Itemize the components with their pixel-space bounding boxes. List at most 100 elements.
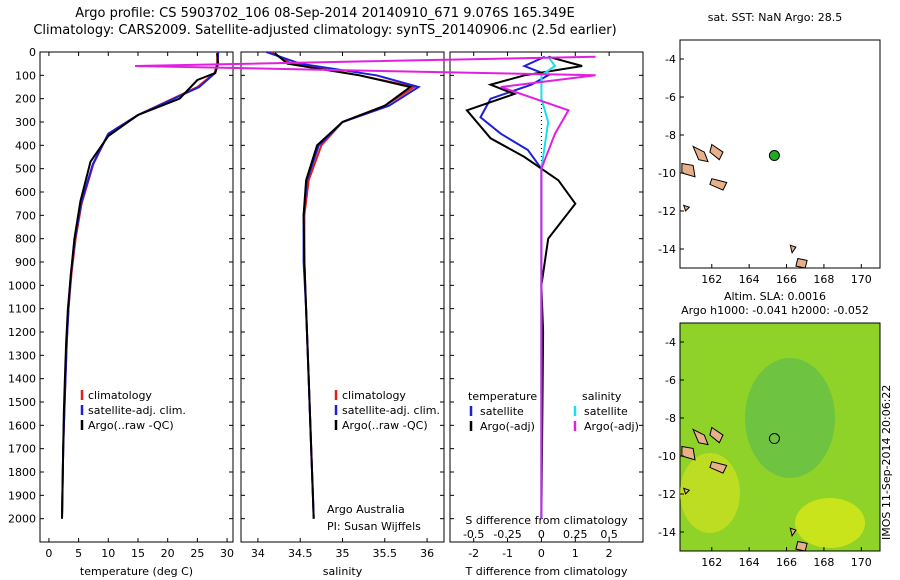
s-diff-tick-label: 0.5	[600, 528, 618, 541]
temperature-profile-x-tick-label: 0	[45, 547, 52, 560]
map-y-tick-label: -6	[665, 374, 676, 387]
annotation-line: PI: Susan Wijffels	[327, 520, 421, 533]
land-shape	[795, 540, 808, 552]
map-x-tick-label: 170	[851, 556, 872, 569]
s-diff-label: S difference from climatology	[465, 514, 628, 527]
y-tick-label: 900	[15, 256, 36, 269]
annotation-line: Argo Australia	[327, 503, 405, 516]
legend-header: temperature	[468, 390, 537, 403]
map-x-tick-label: 168	[813, 556, 834, 569]
legend-label: satellite	[480, 405, 524, 418]
land-shape	[681, 162, 696, 178]
sla-subtitle: Argo h1000: -0.041 h2000: -0.052	[681, 304, 869, 317]
map-y-tick-label: -14	[658, 243, 676, 256]
land-shape	[692, 145, 709, 163]
legend-label: satellite	[584, 405, 628, 418]
sst-title: sat. SST: NaN Argo: 28.5	[707, 11, 843, 24]
temperature-profile-xlabel: temperature (deg C)	[80, 565, 193, 578]
y-tick-label: 2000	[8, 513, 36, 526]
temperature-profile-x-tick-label: 25	[190, 547, 204, 560]
land-shape	[692, 428, 709, 446]
y-tick-label: 1200	[8, 326, 36, 339]
temperature-profile-series-line	[61, 53, 220, 519]
map-y-tick-label: -4	[665, 53, 676, 66]
map-y-tick-label: -4	[665, 336, 676, 349]
y-tick-label: 100	[15, 69, 36, 82]
float-marker	[768, 150, 780, 162]
land-shape	[681, 445, 696, 461]
legend-label: Argo(-adj)	[584, 420, 639, 433]
temperature-profile-x-tick-label: 5	[75, 547, 82, 560]
title-line-1: Argo profile: CS 5903702_106 08-Sep-2014…	[75, 6, 575, 21]
y-tick-label: 200	[15, 93, 36, 106]
map-x-tick-label: 166	[776, 273, 797, 286]
map-x-tick-label: 168	[813, 273, 834, 286]
y-tick-label: 400	[15, 139, 36, 152]
salinity-profile-frame	[240, 51, 445, 543]
y-tick-label: 1700	[8, 443, 36, 456]
sla-low-patch	[745, 358, 835, 478]
map-x-tick-label: 162	[701, 556, 722, 569]
map-x-tick-label: 164	[739, 556, 760, 569]
map-x-tick-label: 166	[776, 556, 797, 569]
salinity-profile-x-tick-label: 34	[251, 547, 265, 560]
temperature-profile-x-tick-label: 30	[220, 547, 234, 560]
y-tick-label: 1900	[8, 489, 36, 502]
y-tick-label: 800	[15, 233, 36, 246]
salinity-profile-x-tick-label: 35.5	[373, 547, 398, 560]
sst-map-frame	[679, 39, 881, 269]
sla-high-patch	[795, 498, 865, 548]
y-tick-label: 1600	[8, 419, 36, 432]
y-tick-label: 1100	[8, 303, 36, 316]
land-shape	[795, 257, 808, 269]
y-tick-label: 500	[15, 163, 36, 176]
salinity-profile-x-tick-label: 34.5	[288, 547, 313, 560]
difference-profile-series-line	[465, 55, 583, 519]
difference-profile-x-tick-label: 1	[572, 547, 579, 560]
temperature-profile-x-tick-label: 10	[101, 547, 115, 560]
s-diff-tick-label: -0.25	[493, 528, 521, 541]
map-x-tick-label: 164	[739, 273, 760, 286]
land-shape	[709, 143, 724, 161]
land-shape	[682, 204, 691, 212]
s-diff-tick-label: -0.5	[463, 528, 484, 541]
sla-high-patch	[680, 453, 740, 533]
title-line-2: Climatology: CARS2009. Satellite-adjuste…	[33, 23, 617, 38]
s-diff-tick-label: 0	[538, 528, 545, 541]
y-tick-label: 1300	[8, 349, 36, 362]
map-x-tick-label: 162	[701, 273, 722, 286]
y-tick-label: 0	[29, 46, 36, 59]
map-y-tick-label: -12	[658, 205, 676, 218]
legend-label: climatology	[342, 389, 406, 402]
legend-label: climatology	[88, 389, 152, 402]
legend-header: salinity	[582, 390, 622, 403]
salinity-profile-x-tick-label: 36	[420, 547, 434, 560]
map-y-tick-label: -10	[658, 167, 676, 180]
temperature-profile-x-tick-label: 20	[161, 547, 175, 560]
legend-label: satellite-adj. clim.	[342, 404, 440, 417]
difference-profile-x-tick-label: 2	[606, 547, 613, 560]
map-y-tick-label: -6	[665, 91, 676, 104]
land-shape	[789, 244, 797, 255]
difference-profile-series-line	[135, 55, 596, 519]
difference-profile-x-tick-label: -2	[468, 547, 479, 560]
y-tick-label: 1500	[8, 396, 36, 409]
land-shape	[709, 461, 728, 474]
legend-label: satellite-adj. clim.	[88, 404, 186, 417]
salinity-profile-x-tick-label: 35	[336, 547, 350, 560]
y-tick-label: 600	[15, 186, 36, 199]
difference-profile-xlabel: T difference from climatology	[465, 565, 628, 578]
legend-label: Argo(..raw -QC)	[88, 419, 174, 432]
land-shape	[709, 178, 728, 191]
y-tick-label: 700	[15, 209, 36, 222]
map-y-tick-label: -14	[658, 526, 676, 539]
difference-profile-x-tick-label: 0	[538, 547, 545, 560]
y-tick-label: 1000	[8, 279, 36, 292]
sla-title: Altim. SLA: 0.0016	[723, 290, 827, 303]
land-shape	[709, 426, 724, 444]
map-x-tick-label: 170	[851, 273, 872, 286]
land-shape	[682, 487, 691, 495]
temperature-profile-x-tick-label: 15	[131, 547, 145, 560]
temperature-profile-frame	[39, 51, 234, 543]
